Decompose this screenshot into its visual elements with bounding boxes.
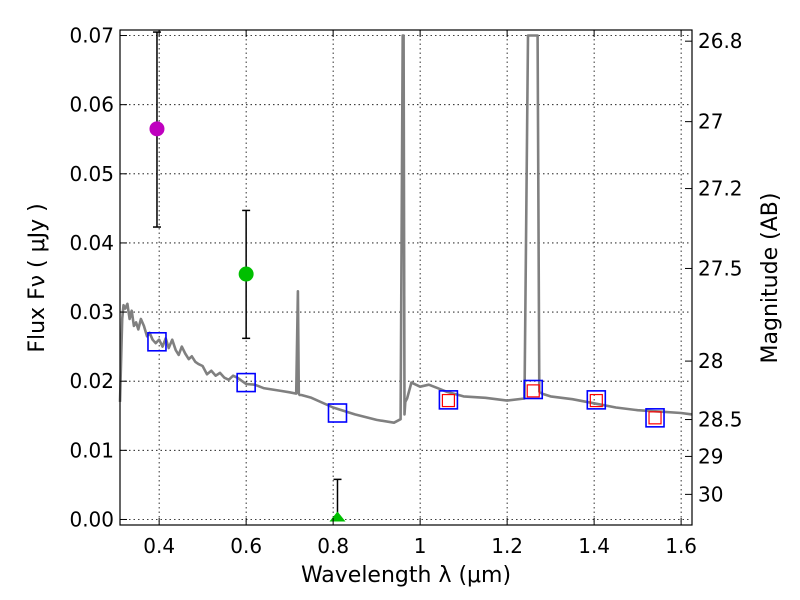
y-tick-label: 0.00 [69, 507, 114, 531]
y-tick-label: 0.06 [69, 93, 114, 117]
observed-square [441, 393, 456, 408]
x-tick-label: 0.4 [143, 534, 175, 558]
x-tick-label: 0.8 [317, 534, 349, 558]
y-tick-label: 0.05 [69, 162, 114, 186]
model-band-square [147, 331, 167, 352]
model-sed-line [118, 34, 693, 425]
marker-group [147, 121, 665, 522]
plot-background [120, 30, 692, 525]
mag-tick-label: 30 [698, 482, 723, 506]
mag-tick-label: 27.5 [698, 256, 743, 280]
tick-group: 0.4 0.6 0.8 1 1.2 1.4 1.6 0.00 0.01 0.02 0.03 0.04 0… [69, 24, 742, 558]
observed-square [589, 393, 603, 408]
observed-square [526, 384, 540, 398]
model-band-square [327, 403, 348, 423]
x-tick-label: 1.6 [665, 534, 697, 558]
x-axis-label: Wavelength λ (μm) [301, 563, 511, 588]
x-tick-label: 0.6 [230, 534, 262, 558]
y-tick-label: 0.03 [69, 300, 114, 324]
model-band-square [523, 379, 544, 400]
x-tick-label: 1.4 [578, 534, 610, 558]
mag-tick-label: 29 [698, 444, 723, 468]
y-axis-label: Flux Fν ( μJy ) [25, 203, 50, 352]
model-band-square [645, 408, 665, 428]
y-axis-right-label: Magnitude (AB) [758, 193, 783, 364]
x-tick-label: 1.2 [491, 534, 523, 558]
observed-square [648, 411, 662, 425]
mag-tick-label: 28.5 [698, 408, 743, 432]
model-sed-line-group [118, 34, 693, 425]
y-tick-label: 0.04 [69, 231, 114, 255]
x-tick-label: 1 [414, 534, 427, 558]
mag-tick-label: 26.8 [698, 29, 743, 53]
mag-tick-label: 27 [698, 110, 723, 134]
y-tick-label: 0.01 [69, 438, 114, 462]
model-band-square [586, 390, 607, 410]
mag-tick-label: 27.2 [698, 177, 743, 201]
photometry-point [149, 121, 165, 137]
plot-frame [119, 29, 693, 526]
mag-tick-label: 28 [698, 349, 723, 373]
y-tick-label: 0.02 [69, 369, 114, 393]
model-band-square [236, 372, 256, 393]
y-tick-label: 0.07 [69, 24, 114, 48]
model-band-square [438, 390, 459, 410]
photometry-point [238, 266, 254, 282]
